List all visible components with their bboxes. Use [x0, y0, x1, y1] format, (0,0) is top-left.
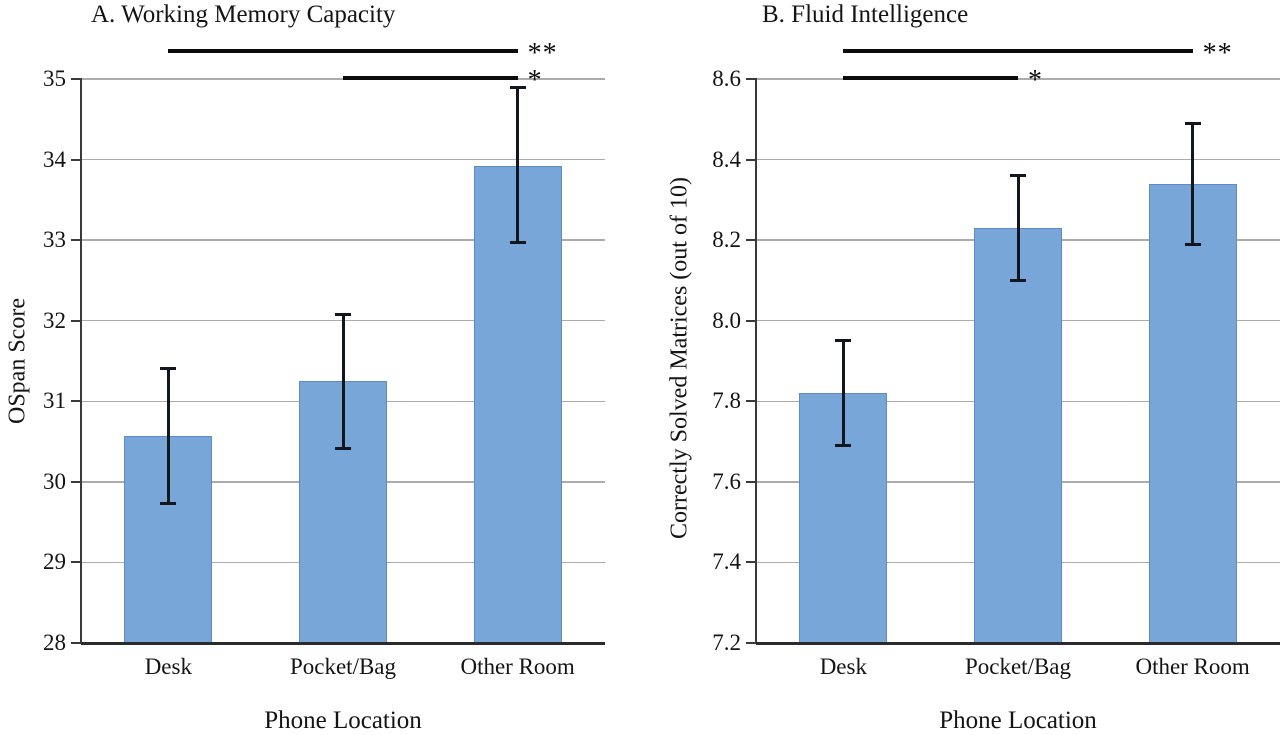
y-axis-tick — [746, 158, 756, 161]
y-axis-tick-label: 35 — [43, 66, 66, 91]
error-bar-cap-top — [335, 312, 351, 316]
error-bar-cap-top — [160, 366, 177, 370]
gridline — [81, 239, 605, 241]
significance-label-desk-pocket-bag: * — [1028, 65, 1043, 96]
significance-line-desk-pocket-bag — [843, 76, 1018, 80]
y-axis-tick — [71, 319, 81, 322]
category-label-desk: Desk — [819, 654, 867, 679]
gridline — [81, 158, 605, 161]
significance-line-desk-other-room — [168, 49, 518, 53]
error-bar-cap-bottom — [335, 447, 351, 451]
y-axis-tick-label: 8.0 — [712, 307, 741, 333]
panel-a-title: A. Working Memory Capacity — [91, 1, 396, 28]
y-axis-tick-label: 7.4 — [712, 549, 741, 575]
category-label-other-room: Other Room — [1135, 654, 1250, 679]
y-axis-tick-label: 8.4 — [712, 146, 741, 172]
y-axis-tick-label: 29 — [43, 549, 66, 575]
y-axis-tick-label: 31 — [43, 388, 66, 414]
category-label-other-room: Other Room — [460, 654, 575, 679]
error-bar-cap-bottom — [835, 444, 852, 448]
error-bar-cap-top — [1184, 121, 1201, 125]
error-bar-cap-bottom — [1010, 278, 1026, 282]
error-bar-other-room — [1191, 123, 1195, 245]
significance-label-desk-other-room: ** — [527, 38, 558, 69]
y-axis-tick — [746, 319, 756, 322]
y-axis-tick — [71, 642, 81, 644]
panel-b-title: B. Fluid Intelligence — [762, 1, 969, 28]
error-bar-cap-top — [1010, 174, 1026, 178]
x-axis-line — [756, 641, 1280, 645]
y-axis-tick — [71, 561, 81, 564]
significance-label-pocket-bag-other-room: * — [527, 65, 543, 96]
category-label-desk: Desk — [144, 654, 192, 679]
y-axis-tick-label: 8.6 — [712, 66, 741, 91]
y-axis-tick-label: 30 — [43, 468, 66, 494]
y-axis-tick-label: 8.2 — [712, 227, 741, 253]
significance-label-desk-other-room: ** — [1202, 38, 1233, 69]
panel-b-x-axis-title: Phone Location — [939, 707, 1097, 734]
y-axis-tick-label: 33 — [43, 227, 66, 253]
y-axis-tick-label: 7.8 — [712, 388, 741, 414]
bar-other-room — [1148, 183, 1237, 643]
bar-pocket-bag — [974, 228, 1062, 643]
gridline — [756, 78, 1280, 80]
significance-line-desk-other-room — [843, 49, 1193, 53]
y-axis-tick — [71, 158, 81, 161]
panel-a-x-axis-title: Phone Location — [264, 707, 422, 734]
y-axis-tick — [71, 239, 81, 242]
y-axis-tick — [746, 642, 756, 644]
x-axis-line — [81, 641, 605, 645]
y-axis-line — [754, 78, 757, 644]
y-axis-tick-label: 34 — [43, 146, 66, 172]
y-axis-tick — [71, 480, 81, 483]
error-bar-cap-bottom — [509, 241, 526, 245]
error-bar-pocket-bag — [341, 314, 345, 449]
y-axis-tick-label: 28 — [43, 630, 66, 655]
y-axis-tick — [746, 480, 756, 483]
y-axis-tick-label: 7.2 — [712, 630, 741, 655]
y-axis-tick — [71, 78, 81, 80]
y-axis-tick — [746, 400, 756, 403]
error-bar-desk — [841, 340, 845, 446]
error-bar-other-room — [516, 87, 520, 243]
significance-line-pocket-bag-other-room — [343, 76, 518, 80]
error-bar-cap-bottom — [1184, 242, 1201, 246]
y-axis-tick — [746, 561, 756, 564]
error-bar-desk — [166, 368, 170, 504]
error-bar-cap-top — [835, 339, 852, 343]
bar-other-room — [473, 166, 562, 643]
category-label-pocket-bag: Pocket/Bag — [289, 654, 397, 679]
y-axis-tick — [71, 400, 81, 403]
y-axis-tick-label: 7.6 — [712, 468, 741, 494]
error-bar-cap-bottom — [160, 502, 177, 506]
category-label-pocket-bag: Pocket/Bag — [964, 654, 1072, 679]
gridline — [756, 158, 1280, 161]
y-axis-line — [79, 78, 82, 644]
y-axis-tick — [746, 239, 756, 242]
y-axis-tick-label: 32 — [43, 307, 66, 333]
error-bar-pocket-bag — [1016, 175, 1020, 281]
error-bar-cap-top — [509, 85, 526, 89]
y-axis-tick — [746, 78, 756, 80]
